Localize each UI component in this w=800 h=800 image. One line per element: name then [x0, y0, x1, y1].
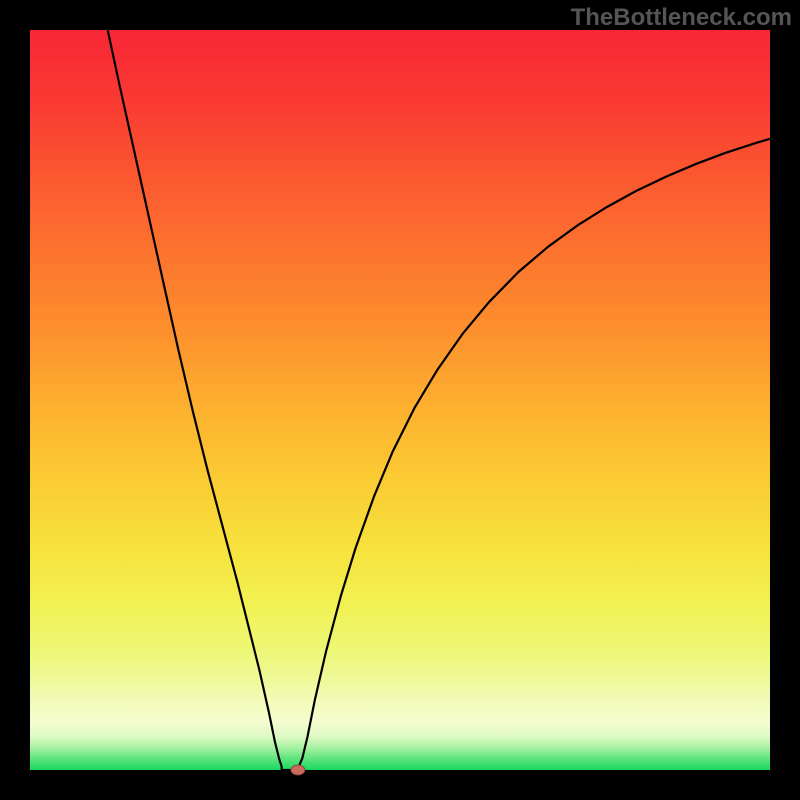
watermark-text: TheBottleneck.com	[571, 4, 792, 32]
optimum-marker	[291, 765, 305, 775]
chart-container: TheBottleneck.com	[0, 0, 800, 800]
plot-gradient-background	[30, 30, 770, 770]
bottleneck-chart	[0, 0, 800, 800]
